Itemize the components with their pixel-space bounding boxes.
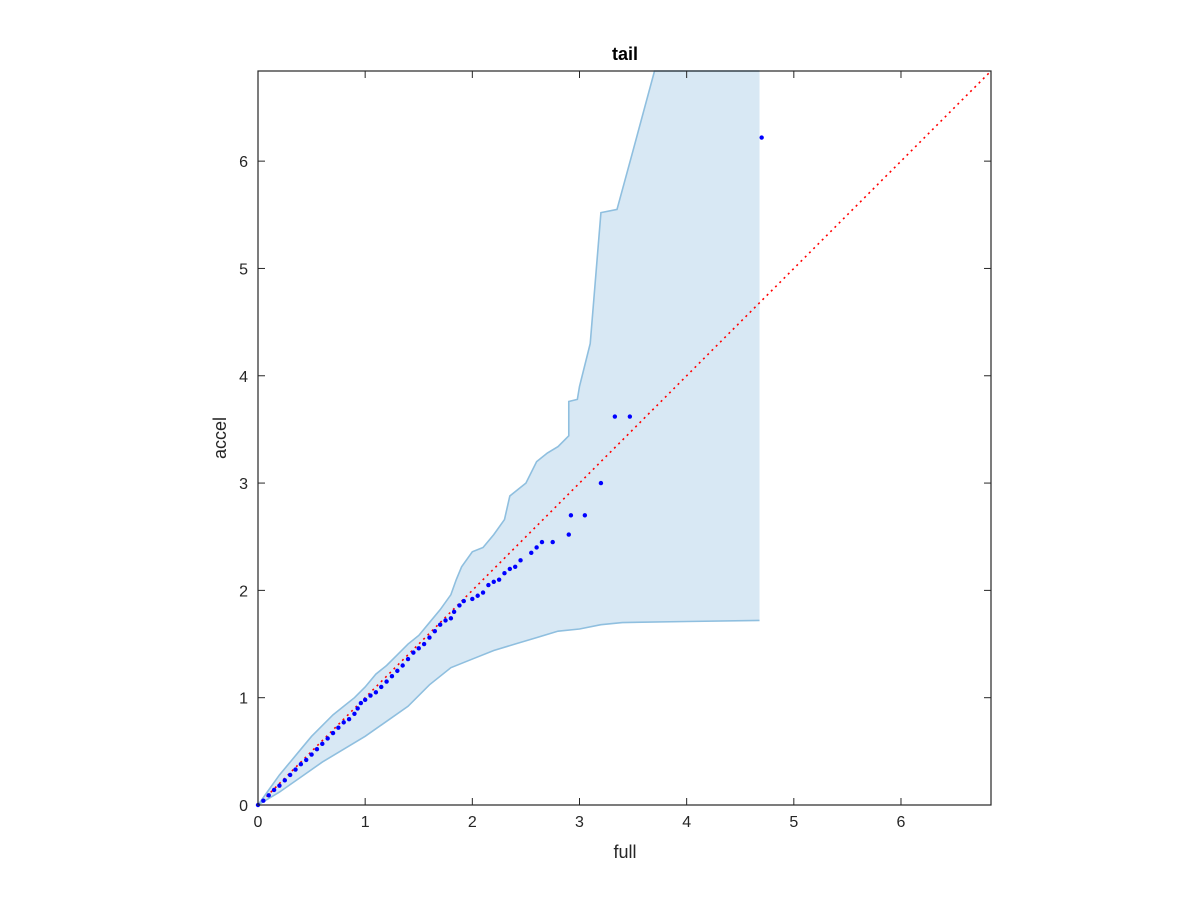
data-point (421, 641, 427, 647)
data-point (373, 690, 379, 695)
data-point (566, 532, 571, 537)
y-tick-label: 6 (239, 154, 248, 171)
data-point (261, 798, 266, 803)
data-point (368, 693, 373, 698)
x-tick-label: 6 (897, 814, 906, 831)
data-point (400, 663, 405, 668)
data-point (298, 762, 304, 767)
data-point (341, 720, 346, 725)
confidence-band (258, 71, 760, 805)
y-tick-label: 4 (239, 369, 248, 386)
y-tick-label: 1 (239, 691, 248, 708)
x-tick-label: 4 (682, 814, 691, 831)
data-point (293, 767, 298, 772)
y-tick-label: 2 (239, 583, 248, 600)
axes-box (257, 70, 992, 806)
data-point (271, 787, 277, 793)
data-point (496, 577, 502, 582)
y-tick-label: 5 (239, 261, 248, 278)
plot-area (255, 70, 992, 808)
x-axis-label: full (613, 842, 636, 862)
data-point (384, 679, 389, 684)
data-point (395, 668, 400, 674)
reference-line (257, 70, 992, 806)
data-point (416, 646, 421, 651)
data-point (507, 566, 513, 572)
x-tick-label: 2 (468, 814, 477, 831)
axes: 0 1 2 3 4 5 6 0 1 2 3 4 5 6 (239, 70, 992, 831)
data-point (568, 513, 574, 518)
data-point (627, 414, 633, 419)
data-point (287, 772, 293, 778)
data-point (411, 650, 416, 655)
data-point (502, 571, 507, 576)
x-tick-label: 3 (575, 814, 584, 831)
data-point (582, 513, 588, 518)
data-point (355, 706, 360, 711)
data-point (550, 539, 555, 545)
x-tick-label: 0 (254, 814, 263, 831)
data-point (448, 616, 454, 621)
data-point (598, 480, 604, 486)
x-tick-label: 1 (361, 814, 370, 831)
data-point (352, 711, 357, 716)
data-point (486, 582, 491, 588)
band-upper-edge (257, 70, 760, 806)
data-point (304, 757, 309, 763)
data-point (432, 628, 438, 634)
data-point (612, 414, 618, 419)
data-point (518, 558, 523, 563)
data-point (457, 603, 462, 608)
data-point (491, 579, 496, 584)
data-point (470, 596, 475, 602)
x-tick-label: 5 (789, 814, 798, 831)
data-point (389, 674, 395, 679)
data-point (539, 539, 545, 545)
data-point (759, 135, 764, 140)
data-point (437, 622, 443, 627)
data-point (451, 609, 457, 615)
data-point (309, 752, 314, 757)
data-point (529, 550, 534, 556)
data-point (336, 725, 341, 730)
data-point (461, 598, 466, 604)
data-point (362, 697, 368, 703)
data-point (277, 783, 282, 788)
chart-title: tail (612, 44, 638, 64)
data-point (443, 618, 448, 623)
data-point (512, 564, 518, 569)
data-point (282, 778, 287, 783)
y-tick-label: 3 (239, 476, 248, 493)
data-point (358, 700, 364, 706)
data-point (427, 635, 432, 640)
data-point (330, 730, 336, 736)
data-point (405, 656, 411, 662)
data-point (480, 590, 486, 595)
data-point (379, 684, 384, 690)
data-point (346, 716, 352, 722)
data-point (320, 741, 325, 747)
data-point (266, 793, 271, 798)
data-point (325, 736, 330, 741)
y-tick-label: 0 (239, 798, 248, 815)
data-point (314, 746, 320, 752)
data-point (534, 545, 539, 550)
data-point (475, 593, 480, 598)
y-axis-label: accel (210, 417, 230, 459)
band-lower-edge (257, 619, 760, 806)
